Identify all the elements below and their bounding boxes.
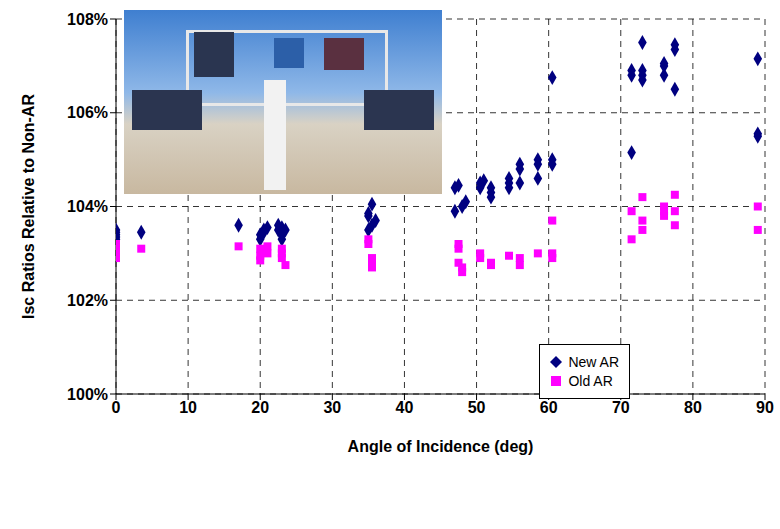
svg-text:0: 0: [112, 399, 121, 416]
svg-text:106%: 106%: [67, 104, 108, 121]
svg-text:100%: 100%: [67, 386, 108, 403]
svg-text:Isc Ratios Relative to Non-AR: Isc Ratios Relative to Non-AR: [20, 94, 37, 319]
svg-text:102%: 102%: [67, 292, 108, 309]
svg-text:50: 50: [468, 399, 486, 416]
svg-text:30: 30: [323, 399, 341, 416]
html-text:New AR: New AR: [568, 354, 619, 370]
svg-text:108%: 108%: [67, 11, 108, 28]
svg-text:10: 10: [179, 399, 197, 416]
svg-text:Angle of Incidence (deg): Angle of Incidence (deg): [348, 438, 534, 455]
svg-text:60: 60: [540, 399, 558, 416]
svg-text:90: 90: [756, 399, 774, 416]
svg-text:40: 40: [396, 399, 414, 416]
svg-text:70: 70: [612, 399, 630, 416]
html-text:Old AR: Old AR: [568, 373, 613, 389]
svg-text:104%: 104%: [67, 198, 108, 215]
svg-text:20: 20: [251, 399, 269, 416]
svg-text:80: 80: [684, 399, 702, 416]
